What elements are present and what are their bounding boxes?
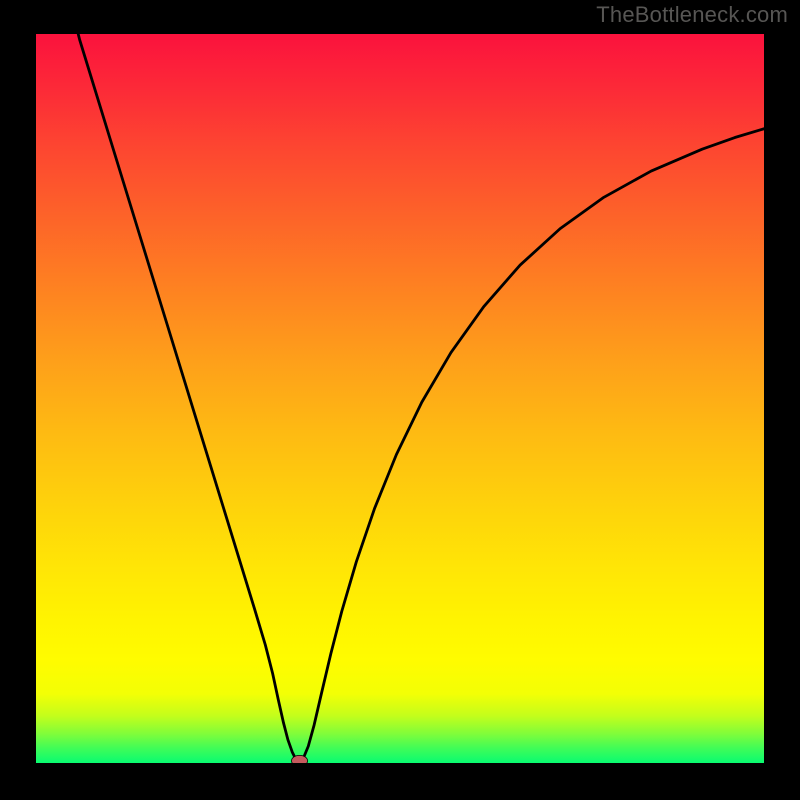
plot-area xyxy=(36,34,764,763)
watermark-label: TheBottleneck.com xyxy=(596,2,788,28)
minimum-marker xyxy=(292,755,308,763)
chart-container: TheBottleneck.com xyxy=(0,0,800,800)
plot-background xyxy=(36,34,764,763)
plot-svg xyxy=(36,34,764,763)
